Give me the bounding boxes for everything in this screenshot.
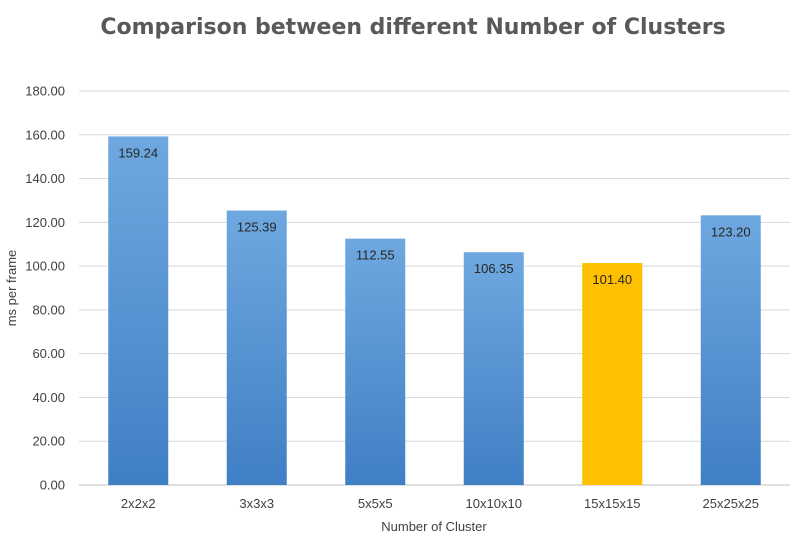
data-label-2x2x2: 159.24 [118,145,158,160]
gridlines [79,90,790,486]
bar-25x25x25 [700,215,761,485]
data-label-3x3x3: 125.39 [237,220,277,235]
x-axis-ticks: 2x2x2 3x3x3 5x5x5 10x10x10 15x15x15 25x25x25 [121,496,759,511]
y-tick-label: 0.00 [40,478,65,493]
y-tick-label: 160.00 [25,127,65,142]
data-label-5x5x5: 112.55 [356,248,395,263]
y-tick-label: 120.00 [25,215,65,230]
x-tick-label-25x25x25: 25x25x25 [703,496,759,511]
bars [108,136,761,485]
bar-2x2x2 [108,136,169,485]
y-tick-label: 20.00 [32,434,65,449]
y-tick-label: 80.00 [32,302,65,317]
data-label-25x25x25: 123.20 [711,224,751,239]
data-labels: 159.24 125.39 112.55 106.35 101.40 123.20 [118,145,750,287]
x-tick-label-3x3x3: 3x3x3 [239,496,274,511]
y-tick-label: 100.00 [25,259,65,274]
bar-15x15x15 [582,263,643,485]
x-axis-title: Number of Cluster [381,519,487,534]
y-axis-ticks: 0.00 20.00 40.00 60.00 80.00 100.00 120.00 140.… [25,84,65,493]
chart-title: Comparison between different Number of C… [100,15,725,40]
bar-10x10x10 [463,252,524,485]
y-tick-label: 180.00 [25,84,65,99]
bar-5x5x5 [345,238,406,485]
y-axis-title: ms per frame [4,250,19,327]
x-tick-label-15x15x15: 15x15x15 [584,496,640,511]
x-tick-label-2x2x2: 2x2x2 [121,496,156,511]
x-tick-label-5x5x5: 5x5x5 [358,496,393,511]
data-label-15x15x15: 101.40 [592,272,632,287]
y-tick-label: 40.00 [32,390,65,405]
y-tick-label: 60.00 [32,346,65,361]
y-tick-label: 140.00 [25,171,65,186]
x-tick-label-10x10x10: 10x10x10 [466,496,522,511]
bar-3x3x3 [226,210,287,485]
data-label-10x10x10: 106.35 [474,261,514,276]
